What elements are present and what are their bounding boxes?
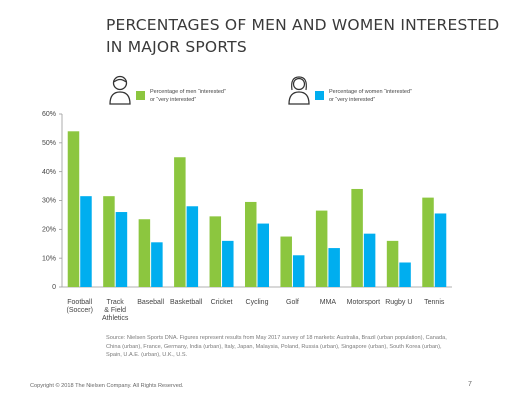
y-tick-label: 50% [42, 140, 56, 147]
women-bar [363, 233, 376, 287]
y-tick-label: 40% [42, 169, 56, 176]
legend-women-label: Percentage of women “interested” or “ver… [329, 88, 449, 104]
source-note: Source: Nielsen Sports DNA. Figures repr… [106, 335, 447, 358]
y-tick-label: 10% [42, 255, 56, 262]
men-bar [351, 188, 363, 287]
women-bar [328, 248, 340, 287]
women-bar [257, 223, 269, 287]
x-category-label: Athletics [102, 315, 129, 322]
men-bar [245, 201, 257, 287]
x-category-label: (Soccer) [67, 307, 93, 314]
x-category-label: Cricket [211, 299, 233, 306]
women-bar [399, 262, 411, 287]
chart-title-line-1: PERCENTAGES OF MEN AND WOMEN INTERESTED [106, 16, 500, 34]
men-bar [67, 131, 80, 287]
women-bar [292, 255, 305, 287]
x-category-label: Motorsport [347, 299, 381, 306]
women-bar [186, 206, 199, 287]
men-bar [138, 219, 151, 287]
x-category-label: Football [67, 299, 92, 306]
y-tick-label: 30% [42, 198, 56, 205]
women-bar [115, 212, 128, 287]
page-number: 7 [468, 381, 472, 388]
chart-title: PERCENTAGES OF MEN AND WOMEN INTERESTED … [106, 14, 499, 58]
women-bar [222, 240, 234, 287]
x-category-label: Track [107, 299, 125, 306]
men-bar [280, 236, 292, 287]
men-bar [315, 210, 328, 287]
men-bar [209, 216, 222, 287]
legend-men-label-line-2: or “very interested” [150, 97, 197, 103]
legend-women-swatch [315, 91, 324, 100]
legend-women-label-line-1: Percentage of women “interested” [329, 89, 412, 95]
woman-icon [288, 76, 310, 105]
x-category-label: Baseball [137, 299, 164, 306]
men-bar [386, 240, 399, 287]
women-bar [434, 213, 447, 287]
x-category-label: & Field [104, 307, 126, 314]
legend-women-label-line-2: or “very interested” [329, 97, 376, 103]
men-bar [174, 157, 186, 287]
chart-title-line-2: IN MAJOR SPORTS [106, 38, 247, 56]
men-bar [422, 197, 434, 287]
legend-men-label: Percentage of men “interested” or “very … [150, 88, 270, 104]
x-category-label: Cycling [246, 299, 269, 306]
y-tick-label: 0 [52, 284, 56, 291]
legend-men-label-line-1: Percentage of men “interested” [150, 89, 226, 95]
men-bar [103, 196, 115, 287]
x-category-label: MMA [320, 299, 337, 306]
x-category-label: Golf [286, 299, 299, 306]
copyright: Copyright © 2018 The Nielsen Company. Al… [30, 383, 184, 389]
women-bar [151, 242, 163, 287]
man-icon [109, 75, 131, 105]
y-tick-label: 60% [42, 111, 56, 118]
x-category-label: Tennis [424, 299, 445, 306]
y-tick-label: 20% [42, 227, 56, 234]
x-category-label: Basketball [170, 299, 203, 306]
x-category-label: Rugby U [385, 299, 412, 306]
legend-men-swatch [136, 91, 145, 100]
women-bar [80, 196, 92, 287]
